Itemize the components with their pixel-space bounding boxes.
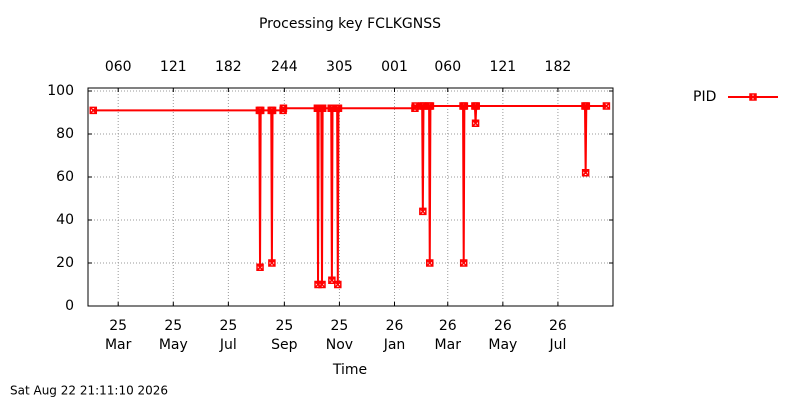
x-tick-label-line: Jul [219, 337, 237, 353]
x-tick-label-line: May [488, 337, 517, 353]
x-tick-label-line: Mar [435, 337, 462, 353]
marker [749, 93, 757, 101]
marker [472, 102, 480, 110]
x-tick-label: 25 Sep [271, 318, 298, 353]
marker [334, 104, 343, 112]
x-tick-label-line: 26 [494, 318, 512, 334]
x-tick-label-line: 26 [549, 318, 567, 334]
marker [89, 106, 98, 115]
marker [279, 104, 288, 112]
x-tick-label-line: May [159, 337, 188, 353]
marker [268, 259, 276, 267]
y-tick-label: 60 [56, 169, 74, 185]
x-tick-label: 26 May [488, 318, 517, 353]
marker [581, 168, 590, 177]
x-tick-label: 26 Jan [383, 318, 406, 353]
x2-tick-label: 001 [381, 59, 408, 75]
marker [256, 263, 264, 272]
x-tick-label-line: Jul [548, 337, 566, 353]
y-tick-label: 100 [47, 83, 74, 99]
marker [471, 119, 480, 128]
x-tick-label: 26 Jul [548, 318, 566, 353]
x2-tick-label: 182 [215, 59, 242, 75]
x-tick-label-line: Jan [383, 337, 406, 353]
marker [318, 104, 327, 112]
y-tick-label: 0 [65, 298, 74, 314]
x-tick-label-line: 25 [275, 318, 293, 334]
y-tick-label: 20 [56, 255, 74, 271]
x-tick-label-line: 25 [331, 318, 349, 334]
marker [411, 102, 420, 110]
x-axis-label: Time [332, 362, 367, 378]
x-tick-label: 25 Nov [326, 318, 353, 353]
plot-frame [87, 87, 614, 307]
x-tick-label-line: Mar [105, 337, 132, 353]
marker [256, 106, 265, 115]
x2-tick-label: 182 [545, 59, 572, 75]
x2-tick-label: 305 [326, 59, 353, 75]
legend-label: PID [693, 89, 716, 105]
x2-tick-label: 244 [271, 59, 298, 75]
x-tick-label-line: 26 [439, 318, 457, 334]
x-tick-label-line: 25 [219, 318, 237, 334]
x-tick-label: 25 Jul [219, 318, 237, 353]
x-tick-label-line: Nov [326, 337, 353, 353]
marker [602, 102, 611, 110]
x2-tick-label: 121 [489, 59, 516, 75]
y-tick-label: 80 [56, 126, 74, 142]
marker [460, 102, 469, 110]
marker [334, 280, 342, 289]
x-tick-label: 25 May [159, 318, 188, 353]
x-tick-label: 26 Mar [435, 318, 462, 353]
x-tick-label: 25 Mar [105, 318, 132, 353]
footer: Sat Aug 22 21:11:10 2026 [10, 384, 168, 398]
y-tick-label: 40 [56, 212, 74, 228]
x-tick-label-line: 26 [386, 318, 404, 334]
marker [318, 280, 326, 289]
x2-tick-label: 060 [434, 59, 461, 75]
marker [426, 102, 435, 110]
marker [419, 207, 427, 216]
marker [582, 102, 591, 110]
chart-title: Processing key FCLKGNSS [259, 16, 441, 32]
x-tick-label-line: 25 [109, 318, 127, 334]
x2-tick-label: 060 [105, 59, 132, 75]
x2-tick-label: 121 [160, 59, 187, 75]
marker [268, 106, 277, 115]
x-tick-label-line: Sep [271, 337, 298, 353]
marker [426, 259, 434, 267]
x-tick-label-line: 25 [164, 318, 182, 334]
marker [459, 259, 468, 267]
